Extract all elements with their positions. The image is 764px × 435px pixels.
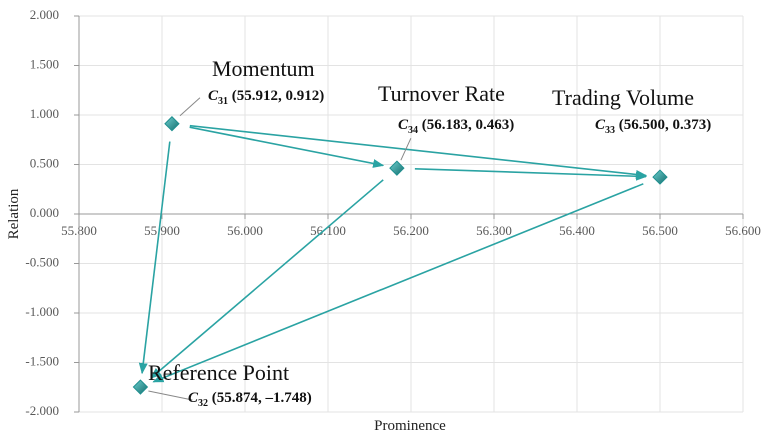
code-letter: C (398, 117, 409, 133)
point-coord: C33 (56.500, 0.373) (595, 117, 711, 136)
y-tick-label: -2.000 (25, 403, 59, 418)
point-name: Momentum (212, 56, 315, 81)
code-letter: C (595, 117, 606, 133)
x-tick-label: 56.300 (476, 223, 512, 238)
coord-label: (55.912, 0.912) (228, 88, 324, 104)
y-tick-label: 0.500 (30, 155, 59, 170)
x-tick-label: 56.500 (642, 223, 678, 238)
point-coord: C32 (55.874, –1.748) (188, 390, 312, 409)
point-name: Turnover Rate (378, 81, 505, 106)
point (132, 379, 149, 395)
leader-line (400, 137, 412, 161)
y-tick-label: -0.500 (25, 254, 59, 269)
y-tick-label: -1.000 (25, 304, 59, 319)
point-name: Reference Point (148, 360, 289, 385)
code-letter: C (188, 390, 199, 406)
y-tick-label: 2.000 (30, 7, 59, 22)
y-tick-label: 0.000 (30, 205, 59, 220)
x-tick-label: 56.600 (725, 223, 761, 238)
coord-label: (56.183, 0.463) (418, 117, 514, 133)
leader-line (148, 390, 193, 401)
x-tick-label: 56.100 (310, 223, 346, 238)
point (389, 160, 405, 176)
code-sub: 32 (198, 398, 208, 409)
x-axis-title: Prominence (374, 418, 446, 434)
code-letter: C (208, 88, 219, 104)
x-tick-label: 56.400 (559, 223, 595, 238)
y-tick-label: 1.500 (30, 56, 59, 71)
point (652, 169, 668, 185)
code-sub: 34 (408, 125, 418, 136)
leader-line (179, 97, 201, 117)
point-coord: C34 (56.183, 0.463) (398, 117, 514, 136)
x-tick-label: 56.000 (227, 223, 263, 238)
point (164, 116, 180, 132)
arrow (150, 179, 384, 379)
arrow (152, 183, 644, 383)
arrow (414, 167, 648, 181)
coord-label: (55.874, –1.748) (208, 390, 312, 406)
code-sub: 33 (605, 125, 615, 136)
code-sub: 31 (218, 96, 228, 107)
y-axis-title: Relation (6, 188, 22, 239)
arrow (138, 141, 171, 375)
point-name: Trading Volume (552, 85, 694, 110)
y-tick-label: 1.000 (30, 106, 59, 121)
x-tick-label: 55.900 (144, 223, 180, 238)
arrow (189, 126, 385, 168)
arrow (189, 124, 648, 179)
x-tick-label: 56.200 (393, 223, 429, 238)
y-tick-label: -1.500 (25, 353, 59, 368)
coord-label: (56.500, 0.373) (615, 117, 711, 133)
point-coord: C31 (55.912, 0.912) (208, 88, 324, 107)
